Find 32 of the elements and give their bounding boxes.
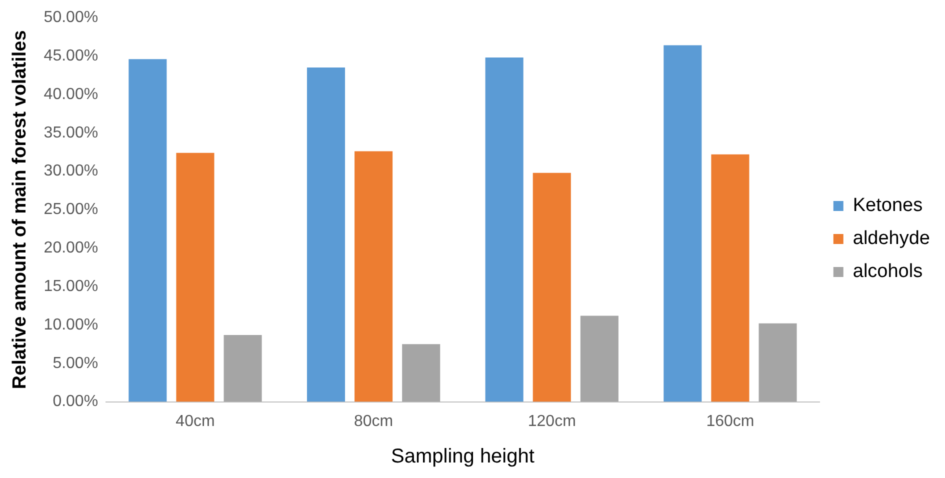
bar xyxy=(664,45,702,402)
bar xyxy=(306,68,346,402)
bar xyxy=(354,151,393,402)
y-tick-label: 30.00% xyxy=(44,162,98,180)
y-tick-label: 5.00% xyxy=(52,354,98,372)
y-tick-label: 10.00% xyxy=(44,316,98,334)
x-tick-label: 120cm xyxy=(528,412,576,430)
legend-label: alcohols xyxy=(852,261,923,282)
legend-label: aldehyde xyxy=(852,228,930,250)
y-axis-title: Relative amount of main forest volatiles xyxy=(10,30,31,390)
legend-label: Ketones xyxy=(852,195,923,216)
y-tick-label: 25.00% xyxy=(44,201,98,218)
y-tick-label: 50.00% xyxy=(44,9,98,26)
bar xyxy=(176,152,214,402)
bar xyxy=(711,154,750,402)
bar xyxy=(580,316,618,402)
y-tick-label: 0.00% xyxy=(52,393,98,410)
y-tick-label: 45.00% xyxy=(44,47,98,64)
x-tick-label: 160cm xyxy=(706,412,754,430)
x-axis-title: Sampling height xyxy=(391,446,535,468)
x-tick-label: 40cm xyxy=(176,412,215,430)
bar xyxy=(224,334,262,402)
bar xyxy=(758,323,797,402)
bar xyxy=(485,58,524,402)
bar xyxy=(532,172,571,402)
bar xyxy=(402,344,440,402)
y-tick-label: 15.00% xyxy=(44,278,98,295)
x-tick-label: 80cm xyxy=(354,412,394,430)
y-tick-label: 35.00% xyxy=(44,124,98,142)
bar xyxy=(128,59,167,402)
y-tick-label: 20.00% xyxy=(44,240,98,257)
y-tick-label: 40.00% xyxy=(44,86,98,103)
